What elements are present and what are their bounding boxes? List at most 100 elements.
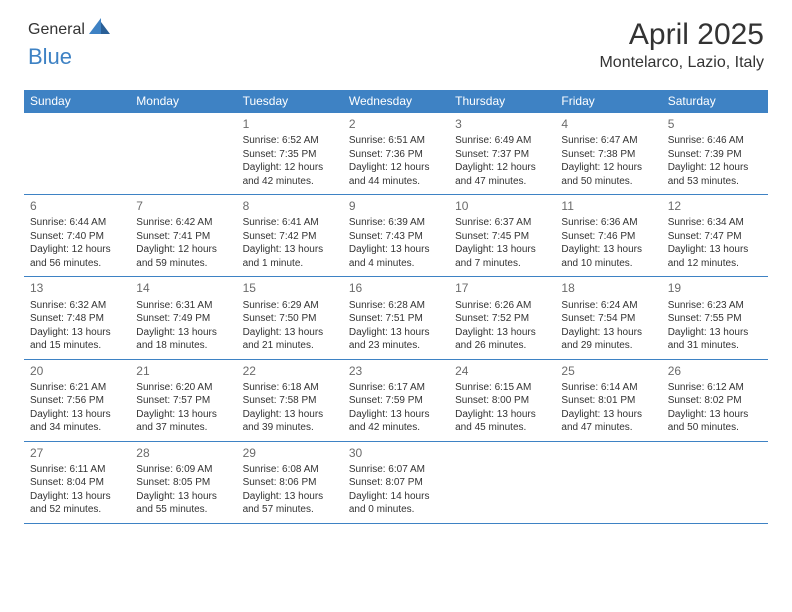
- sunset-line: Sunset: 8:00 PM: [455, 394, 549, 408]
- daylight-line: Daylight: 13 hours and 12 minutes.: [668, 243, 762, 270]
- day-number: 16: [349, 280, 443, 296]
- daylight-line: Daylight: 13 hours and 52 minutes.: [30, 490, 124, 517]
- col-friday: Friday: [555, 90, 661, 113]
- daylight-line: Daylight: 13 hours and 55 minutes.: [136, 490, 230, 517]
- sunrise-line: Sunrise: 6:24 AM: [561, 299, 655, 313]
- daylight-line: Daylight: 13 hours and 45 minutes.: [455, 408, 549, 435]
- sunrise-line: Sunrise: 6:46 AM: [668, 134, 762, 148]
- sunset-line: Sunset: 7:57 PM: [136, 394, 230, 408]
- sunset-line: Sunset: 7:58 PM: [243, 394, 337, 408]
- calendar-day-cell: 6Sunrise: 6:44 AMSunset: 7:40 PMDaylight…: [24, 195, 130, 277]
- day-number: 13: [30, 280, 124, 296]
- day-number: 1: [243, 116, 337, 132]
- daylight-line: Daylight: 13 hours and 7 minutes.: [455, 243, 549, 270]
- calendar-day-cell: 23Sunrise: 6:17 AMSunset: 7:59 PMDayligh…: [343, 359, 449, 441]
- sunset-line: Sunset: 8:04 PM: [30, 476, 124, 490]
- sunrise-line: Sunrise: 6:07 AM: [349, 463, 443, 477]
- sunrise-line: Sunrise: 6:39 AM: [349, 216, 443, 230]
- sunset-line: Sunset: 8:02 PM: [668, 394, 762, 408]
- calendar-header-row: Sunday Monday Tuesday Wednesday Thursday…: [24, 90, 768, 113]
- sunset-line: Sunset: 8:06 PM: [243, 476, 337, 490]
- day-number: 2: [349, 116, 443, 132]
- sunset-line: Sunset: 8:01 PM: [561, 394, 655, 408]
- calendar-day-cell: 30Sunrise: 6:07 AMSunset: 8:07 PMDayligh…: [343, 441, 449, 523]
- sunrise-line: Sunrise: 6:23 AM: [668, 299, 762, 313]
- calendar-day-cell: 13Sunrise: 6:32 AMSunset: 7:48 PMDayligh…: [24, 277, 130, 359]
- sunset-line: Sunset: 7:52 PM: [455, 312, 549, 326]
- calendar-day-cell: 5Sunrise: 6:46 AMSunset: 7:39 PMDaylight…: [662, 113, 768, 195]
- sunset-line: Sunset: 7:59 PM: [349, 394, 443, 408]
- daylight-line: Daylight: 13 hours and 1 minute.: [243, 243, 337, 270]
- sunrise-line: Sunrise: 6:15 AM: [455, 381, 549, 395]
- daylight-line: Daylight: 13 hours and 23 minutes.: [349, 326, 443, 353]
- sunset-line: Sunset: 7:54 PM: [561, 312, 655, 326]
- day-number: 11: [561, 198, 655, 214]
- sunrise-line: Sunrise: 6:11 AM: [30, 463, 124, 477]
- daylight-line: Daylight: 13 hours and 21 minutes.: [243, 326, 337, 353]
- sunrise-line: Sunrise: 6:52 AM: [243, 134, 337, 148]
- sunset-line: Sunset: 7:37 PM: [455, 148, 549, 162]
- col-tuesday: Tuesday: [237, 90, 343, 113]
- sunrise-line: Sunrise: 6:36 AM: [561, 216, 655, 230]
- daylight-line: Daylight: 13 hours and 37 minutes.: [136, 408, 230, 435]
- calendar-week-row: 1Sunrise: 6:52 AMSunset: 7:35 PMDaylight…: [24, 113, 768, 195]
- day-number: 10: [455, 198, 549, 214]
- calendar-day-cell: 28Sunrise: 6:09 AMSunset: 8:05 PMDayligh…: [130, 441, 236, 523]
- brand-logo: General: [28, 18, 113, 41]
- col-saturday: Saturday: [662, 90, 768, 113]
- sunrise-line: Sunrise: 6:28 AM: [349, 299, 443, 313]
- calendar-day-cell: [555, 441, 661, 523]
- calendar-day-cell: 19Sunrise: 6:23 AMSunset: 7:55 PMDayligh…: [662, 277, 768, 359]
- calendar-day-cell: [662, 441, 768, 523]
- calendar-day-cell: 4Sunrise: 6:47 AMSunset: 7:38 PMDaylight…: [555, 113, 661, 195]
- sunset-line: Sunset: 7:43 PM: [349, 230, 443, 244]
- sunrise-line: Sunrise: 6:26 AM: [455, 299, 549, 313]
- calendar-day-cell: 8Sunrise: 6:41 AMSunset: 7:42 PMDaylight…: [237, 195, 343, 277]
- daylight-line: Daylight: 13 hours and 29 minutes.: [561, 326, 655, 353]
- calendar-day-cell: 15Sunrise: 6:29 AMSunset: 7:50 PMDayligh…: [237, 277, 343, 359]
- sunrise-line: Sunrise: 6:31 AM: [136, 299, 230, 313]
- calendar-day-cell: 18Sunrise: 6:24 AMSunset: 7:54 PMDayligh…: [555, 277, 661, 359]
- calendar-day-cell: 3Sunrise: 6:49 AMSunset: 7:37 PMDaylight…: [449, 113, 555, 195]
- brand-triangle-icon: [89, 18, 111, 41]
- day-number: 3: [455, 116, 549, 132]
- calendar-table: Sunday Monday Tuesday Wednesday Thursday…: [24, 90, 768, 524]
- day-number: 9: [349, 198, 443, 214]
- sunrise-line: Sunrise: 6:08 AM: [243, 463, 337, 477]
- sunset-line: Sunset: 7:39 PM: [668, 148, 762, 162]
- daylight-line: Daylight: 13 hours and 42 minutes.: [349, 408, 443, 435]
- sunset-line: Sunset: 7:46 PM: [561, 230, 655, 244]
- calendar-week-row: 27Sunrise: 6:11 AMSunset: 8:04 PMDayligh…: [24, 441, 768, 523]
- day-number: 22: [243, 363, 337, 379]
- sunrise-line: Sunrise: 6:20 AM: [136, 381, 230, 395]
- daylight-line: Daylight: 13 hours and 10 minutes.: [561, 243, 655, 270]
- day-number: 27: [30, 445, 124, 461]
- calendar-day-cell: 14Sunrise: 6:31 AMSunset: 7:49 PMDayligh…: [130, 277, 236, 359]
- daylight-line: Daylight: 12 hours and 59 minutes.: [136, 243, 230, 270]
- daylight-line: Daylight: 12 hours and 42 minutes.: [243, 161, 337, 188]
- location-subtitle: Montelarco, Lazio, Italy: [599, 54, 764, 72]
- sunset-line: Sunset: 7:42 PM: [243, 230, 337, 244]
- daylight-line: Daylight: 12 hours and 50 minutes.: [561, 161, 655, 188]
- sunrise-line: Sunrise: 6:17 AM: [349, 381, 443, 395]
- day-number: 8: [243, 198, 337, 214]
- calendar-day-cell: 26Sunrise: 6:12 AMSunset: 8:02 PMDayligh…: [662, 359, 768, 441]
- sunset-line: Sunset: 7:36 PM: [349, 148, 443, 162]
- daylight-line: Daylight: 13 hours and 15 minutes.: [30, 326, 124, 353]
- calendar-day-cell: 11 Sunrise: 6:36 AMSunset: 7:46 PMDayligh…: [555, 195, 661, 277]
- calendar-day-cell: 20Sunrise: 6:21 AMSunset: 7:56 PMDayligh…: [24, 359, 130, 441]
- sunrise-line: Sunrise: 6:14 AM: [561, 381, 655, 395]
- sunset-line: Sunset: 7:38 PM: [561, 148, 655, 162]
- brand-part2: Blue: [28, 44, 72, 69]
- day-number: 17: [455, 280, 549, 296]
- sunset-line: Sunset: 7:35 PM: [243, 148, 337, 162]
- day-number: 25: [561, 363, 655, 379]
- daylight-line: Daylight: 12 hours and 53 minutes.: [668, 161, 762, 188]
- calendar-day-cell: [449, 441, 555, 523]
- calendar-day-cell: 16Sunrise: 6:28 AMSunset: 7:51 PMDayligh…: [343, 277, 449, 359]
- day-number: 4: [561, 116, 655, 132]
- calendar-week-row: 6Sunrise: 6:44 AMSunset: 7:40 PMDaylight…: [24, 195, 768, 277]
- calendar-day-cell: 12Sunrise: 6:34 AMSunset: 7:47 PMDayligh…: [662, 195, 768, 277]
- calendar-day-cell: [130, 113, 236, 195]
- daylight-line: Daylight: 12 hours and 56 minutes.: [30, 243, 124, 270]
